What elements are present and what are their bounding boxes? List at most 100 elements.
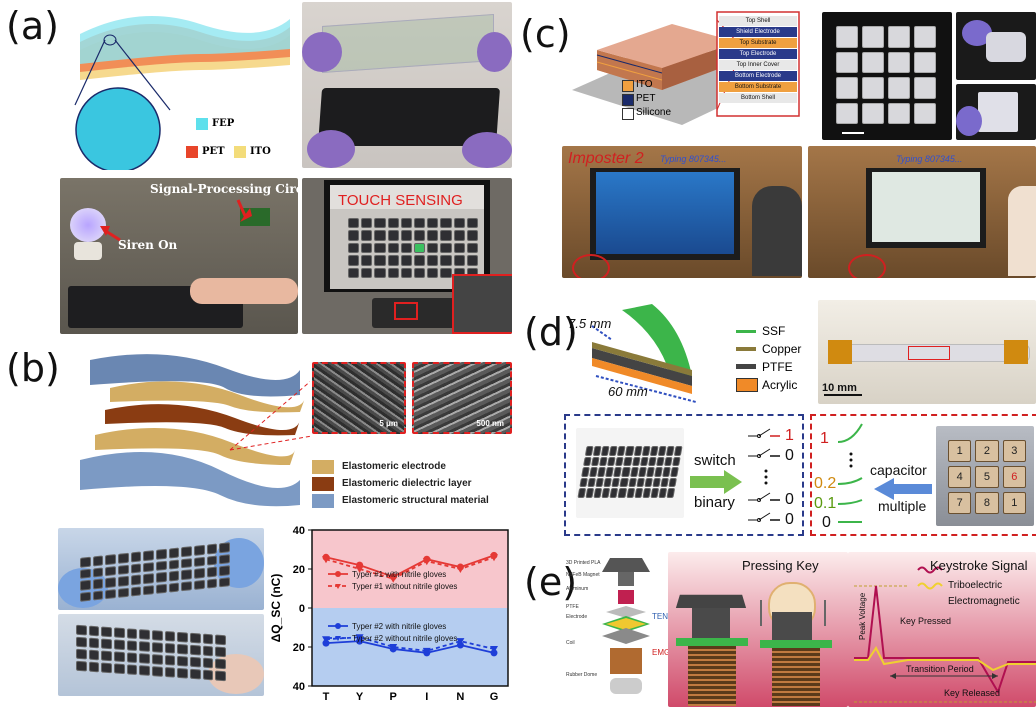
layer-stack-diagram bbox=[74, 16, 290, 170]
numpad-key-8: 1 bbox=[1002, 492, 1026, 514]
panel-label-a: (a) bbox=[6, 4, 59, 48]
legend-text-0: Typer #1 with nitrile gloves bbox=[352, 570, 446, 579]
dim-width: 7.5 mm bbox=[568, 316, 612, 331]
x-tick-label-3: I bbox=[425, 691, 428, 703]
sensor-layer-3: Top Electrode bbox=[719, 49, 797, 59]
pressing-key-illustration bbox=[668, 552, 848, 707]
x-tick-label-0: T bbox=[323, 691, 330, 703]
flexible-array-photo-2 bbox=[956, 84, 1036, 140]
numpad-key-1: 2 bbox=[975, 440, 999, 462]
sensor-layer-2: Top Substrate bbox=[719, 38, 797, 48]
imposter-label: Imposter 2 bbox=[568, 150, 644, 167]
x-tick-label-2: P bbox=[390, 691, 397, 703]
point-3-4 bbox=[456, 638, 465, 646]
key-exploded-diagram bbox=[602, 558, 650, 694]
legend-marker-0 bbox=[335, 571, 341, 577]
sensor-layer-1: Shield Electrode bbox=[719, 27, 797, 37]
numpad-key-4: 5 bbox=[975, 466, 999, 488]
legend-d-copper: Copper bbox=[762, 342, 802, 356]
panel-label-d: (d) bbox=[524, 310, 578, 354]
legend-b-swatch-3 bbox=[312, 494, 334, 508]
legend-pet: PET bbox=[202, 146, 225, 157]
legend-ito: ITO bbox=[250, 146, 271, 157]
sensor-array-photo bbox=[822, 12, 952, 140]
point-1-3 bbox=[422, 558, 431, 566]
numpad-key-5: 6 bbox=[1002, 466, 1026, 488]
numpad-key-2: 3 bbox=[1002, 440, 1026, 462]
legend-text-2: Typer #2 with nitrile gloves bbox=[352, 622, 446, 631]
key-released-label: Key Released bbox=[944, 688, 1001, 698]
numpad-key-0: 1 bbox=[948, 440, 972, 462]
imposter-photo bbox=[562, 146, 802, 278]
legend-b-2: Elastomeric dielectric layer bbox=[342, 478, 472, 489]
panel-label-b: (b) bbox=[6, 346, 60, 390]
teng-label: TENG bbox=[652, 612, 675, 621]
siren-label: Siren On bbox=[118, 238, 178, 252]
key-layer-label-6: Rubber Dome bbox=[566, 672, 598, 678]
typing-label-2: Typing 807345... bbox=[896, 154, 963, 164]
y-tick-label-1: 20 bbox=[293, 564, 305, 576]
legend-c-ito: ITO bbox=[636, 79, 653, 90]
charge-chart: 40 20 0 20 40 T Y P I N G ΔQ_SC (nC) Typer #1 with n… bbox=[269, 525, 509, 703]
switch-label: switch bbox=[694, 452, 736, 469]
signal-circuit-label: Signal-Processing Circuit bbox=[150, 182, 322, 196]
typing-photo bbox=[808, 146, 1036, 278]
level-01: 0.1 bbox=[814, 495, 837, 512]
point-3-1 bbox=[355, 634, 364, 642]
sensor-layer-stack: Top Shell Shield Electrode Top Substrate To… bbox=[719, 16, 797, 104]
flexible-array-photo-1 bbox=[956, 12, 1036, 80]
sensor-layer-6: Bottom Substrate bbox=[719, 82, 797, 92]
sem-scale-2: 500 nm bbox=[476, 419, 504, 428]
emg-label: EMG bbox=[652, 648, 671, 657]
point-1-5 bbox=[490, 554, 498, 562]
legend-electromagnetic: Electromagnetic bbox=[948, 596, 1020, 607]
pressing-key-title: Pressing Key bbox=[742, 558, 819, 573]
level-curves bbox=[837, 423, 863, 523]
panel-label-c: (c) bbox=[520, 12, 571, 56]
legend-marker-3 bbox=[335, 636, 341, 641]
numpad-key-7: 8 bbox=[975, 492, 999, 514]
dim-length: 60 mm bbox=[608, 384, 648, 399]
sensor-layer-0: Top Shell bbox=[719, 16, 797, 26]
panel-label-e: (e) bbox=[524, 560, 578, 604]
point-1-1 bbox=[355, 566, 364, 573]
keyboard-film-photo bbox=[302, 2, 512, 168]
point-3-5 bbox=[490, 645, 498, 653]
point-3-2 bbox=[389, 644, 398, 651]
keystroke-title: Keystroke Signal bbox=[930, 558, 1028, 573]
binary-switch-box bbox=[564, 414, 804, 536]
chart-lower-band bbox=[312, 608, 508, 686]
key-layer-label-5: Coil bbox=[566, 640, 575, 646]
siren-keyboard-photo bbox=[60, 178, 298, 334]
y-tick-label-0: 40 bbox=[293, 525, 305, 537]
key-pressed-label: Key Pressed bbox=[900, 616, 952, 626]
capacitor-label: capacitor bbox=[870, 462, 927, 478]
legend-marker-2 bbox=[335, 623, 341, 629]
legend-d-copper-swatch bbox=[736, 347, 756, 351]
binary-out-0b: 0 bbox=[785, 491, 794, 508]
legend-d-acrylic-swatch bbox=[736, 378, 758, 392]
key-layer-label-2: Aluminum bbox=[566, 586, 589, 592]
legend-fep: FEP bbox=[212, 118, 235, 129]
y-tick-label-3: 20 bbox=[293, 642, 305, 654]
multiple-label: multiple bbox=[878, 498, 927, 514]
legend-fep-swatch bbox=[196, 118, 208, 130]
legend-b-3: Elastomeric structural material bbox=[342, 495, 489, 506]
key-layer-label-3: PTFE bbox=[566, 604, 579, 610]
peak-voltage-label: Peak Voltage bbox=[858, 592, 867, 640]
series-line-0 bbox=[325, 554, 495, 578]
legend-c-silicone: Silicone bbox=[636, 107, 672, 118]
legend-d-ssf-swatch bbox=[736, 330, 756, 333]
typing-label-1: Typing 807345... bbox=[660, 154, 727, 164]
touch-sensing-photo bbox=[302, 178, 512, 334]
x-tick-label-1: Y bbox=[356, 691, 364, 703]
tube-sensor-photo bbox=[818, 300, 1036, 404]
legend-c-ito-swatch bbox=[622, 80, 634, 92]
keyboard-photo-d bbox=[576, 428, 684, 518]
key-layer-label-4: Electrode bbox=[566, 614, 588, 620]
legend-marker-1 bbox=[335, 584, 341, 589]
glove-keypad-photo-1 bbox=[58, 528, 264, 610]
numpad-key-6: 7 bbox=[948, 492, 972, 514]
legend-b-swatch-1 bbox=[312, 460, 334, 474]
legend-text-1: Typer #1 without nitrile gloves bbox=[352, 582, 457, 591]
